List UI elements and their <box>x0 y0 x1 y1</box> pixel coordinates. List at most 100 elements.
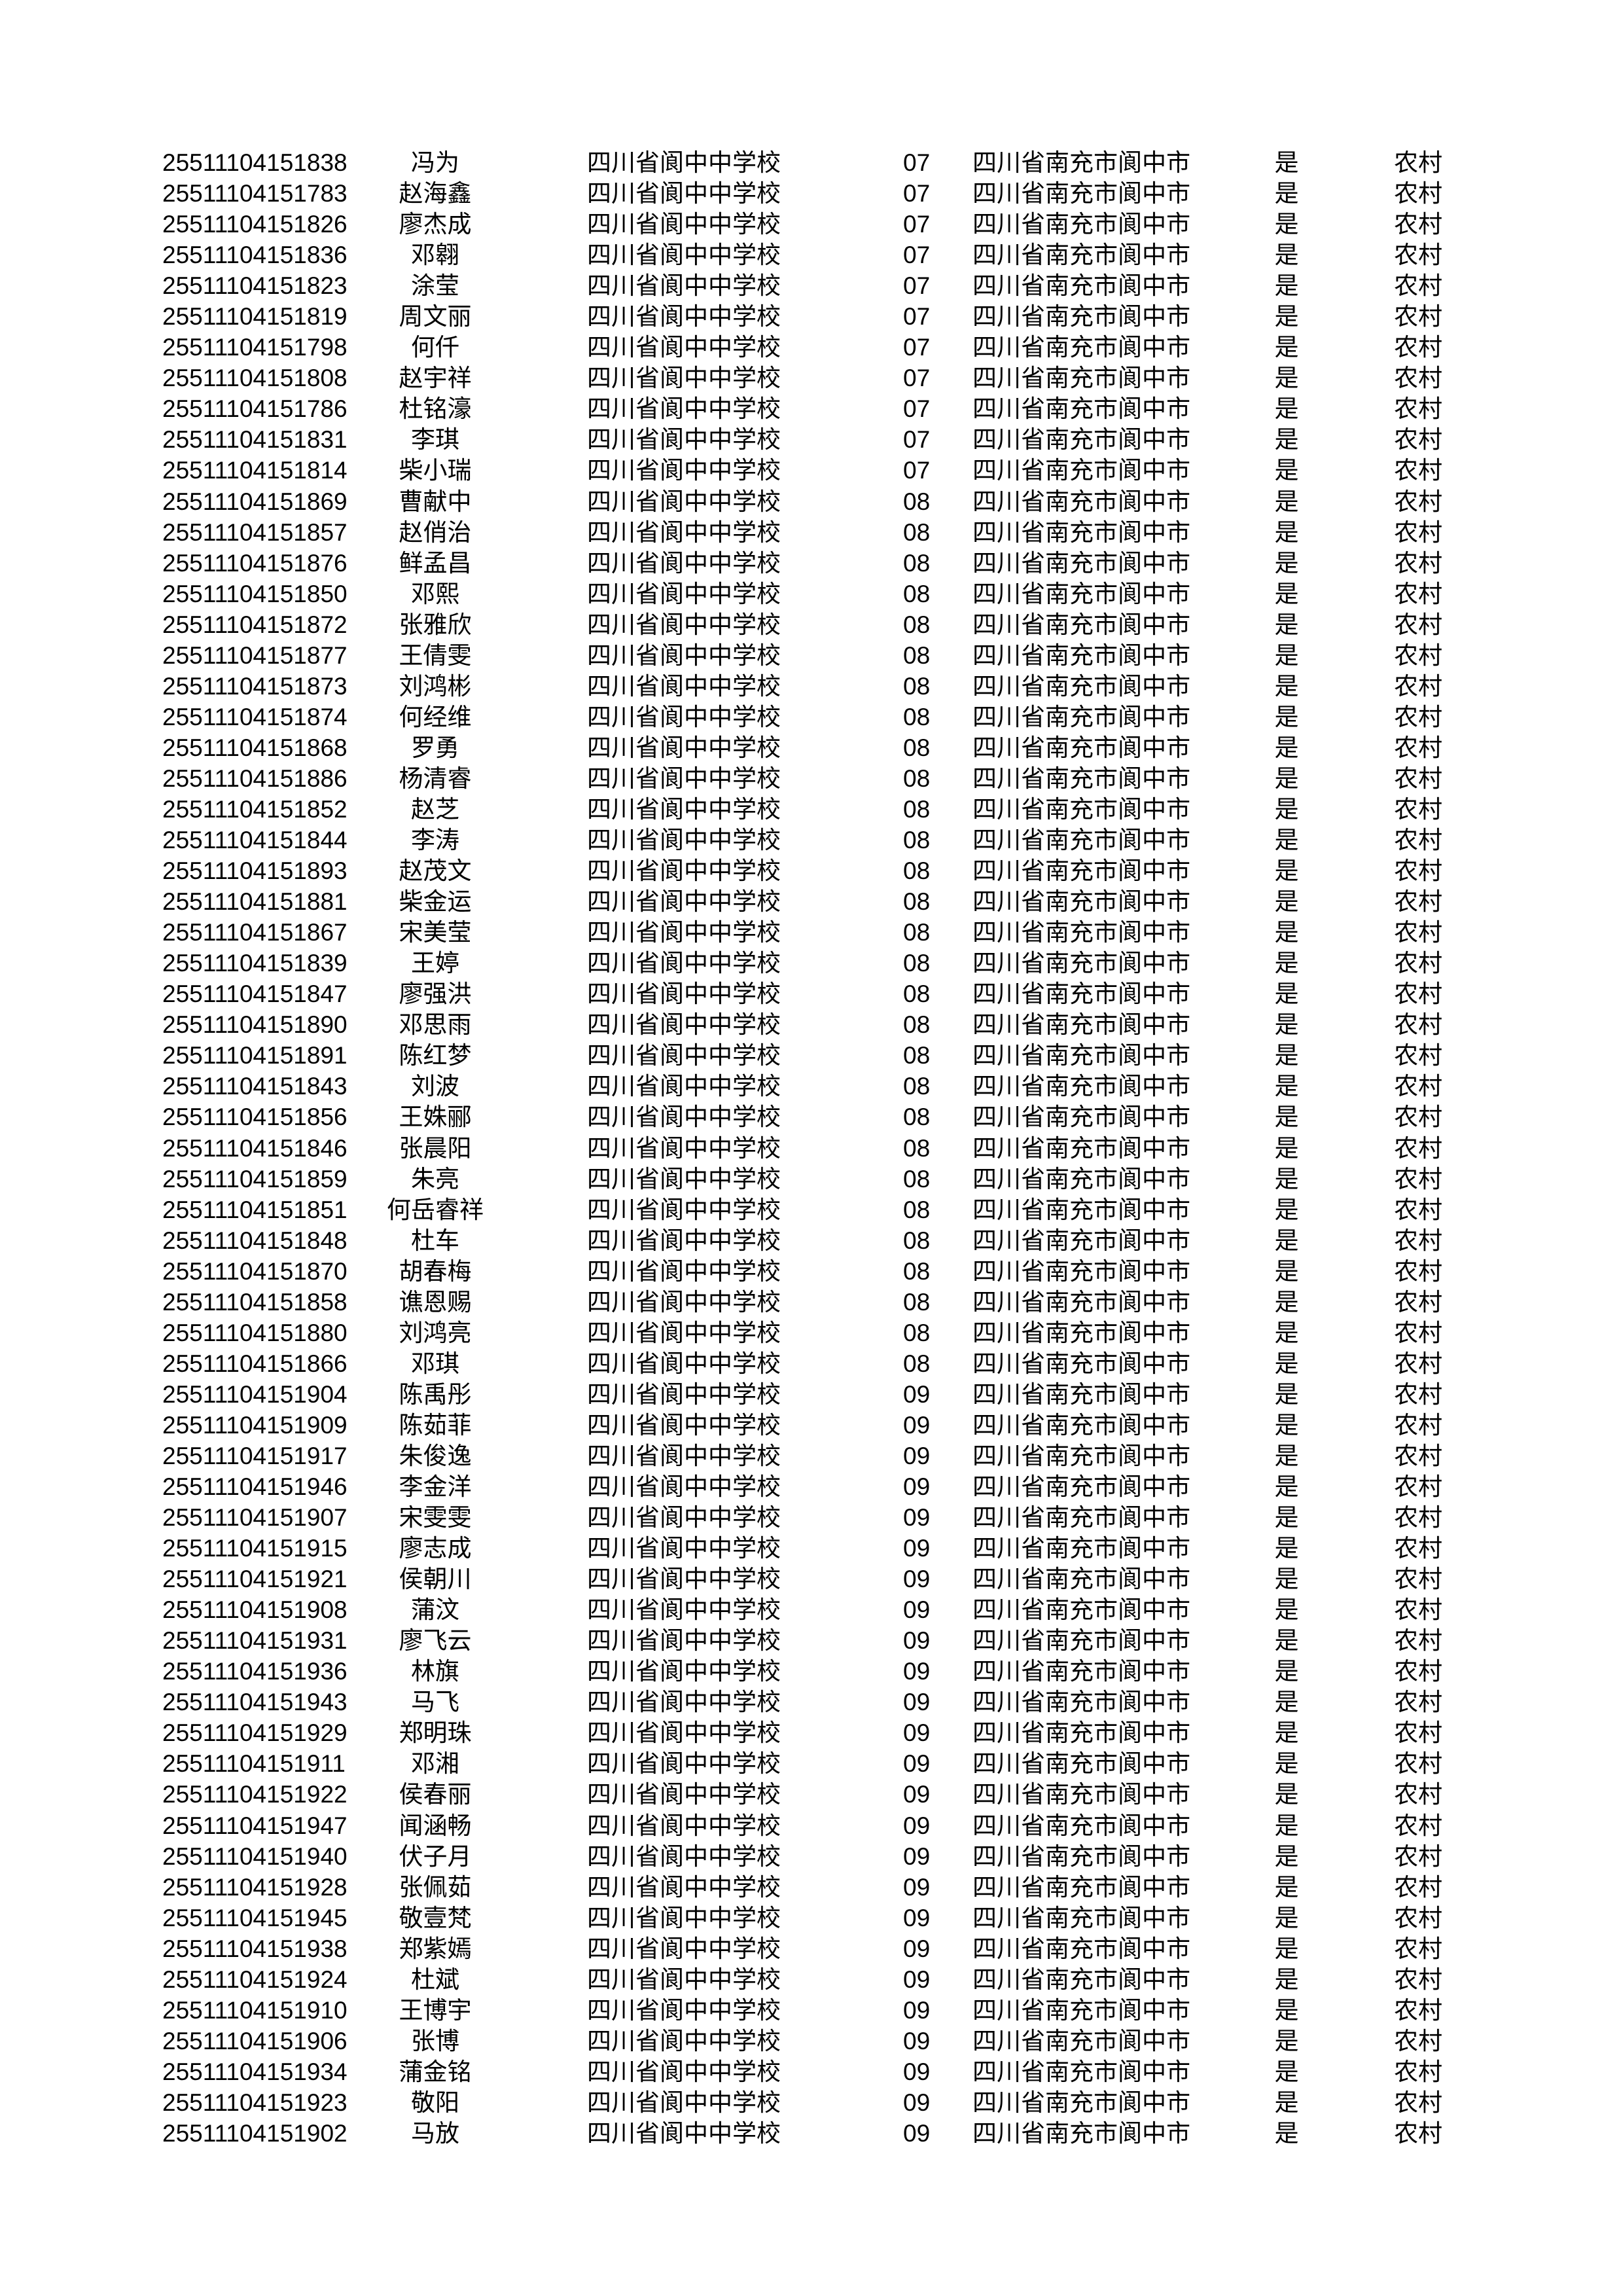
table-row: 25511104151872 张雅欣 四川省阆中中学校 08 四川省南充市阆中市 是 农村 <box>0 609 1623 640</box>
class-cell: 08 <box>903 1288 931 1316</box>
student-name-cell: 谯恩赐 <box>399 1288 472 1316</box>
region-cell: 四川省南充市阆中市 <box>972 764 1190 792</box>
area-cell: 农村 <box>1394 1134 1442 1162</box>
area-cell: 农村 <box>1394 242 1442 269</box>
area-cell: 农村 <box>1394 1442 1442 1469</box>
flag-cell: 是 <box>1274 1596 1299 1624</box>
school-cell: 四川省阆中中学校 <box>587 919 781 946</box>
table-row: 25511104151846 张晨阳 四川省阆中中学校 08 四川省南充市阆中市 是 农村 <box>0 1133 1623 1164</box>
table-row: 25511104151819 周文丽 四川省阆中中学校 07 四川省南充市阆中市 是 农村 <box>0 301 1623 332</box>
flag-cell: 是 <box>1274 1873 1299 1901</box>
student-name-cell: 邓思雨 <box>399 1011 472 1039</box>
flag-cell: 是 <box>1274 703 1299 730</box>
student-name-cell: 朱俊逸 <box>399 1442 472 1469</box>
school-cell: 四川省阆中中学校 <box>587 1535 781 1562</box>
student-id-cell: 25511104151843 <box>162 1073 348 1100</box>
flag-cell: 是 <box>1274 1473 1299 1501</box>
area-cell: 农村 <box>1394 672 1442 700</box>
area-cell: 农村 <box>1394 1750 1442 1778</box>
table-row: 25511104151852 赵芝 四川省阆中中学校 08 四川省南充市阆中市 是 农村 <box>0 794 1623 825</box>
student-name-cell: 刘波 <box>411 1073 459 1100</box>
student-name-cell: 敬阳 <box>411 2089 459 2116</box>
flag-cell: 是 <box>1274 2027 1299 2054</box>
region-cell: 四川省南充市阆中市 <box>972 1288 1190 1316</box>
school-cell: 四川省阆中中学校 <box>587 1904 781 1931</box>
student-id-cell: 25511104151859 <box>162 1165 348 1193</box>
class-cell: 09 <box>903 2027 931 2054</box>
area-cell: 农村 <box>1394 426 1442 454</box>
region-cell: 四川省南充市阆中市 <box>972 426 1190 454</box>
school-cell: 四川省阆中中学校 <box>587 1873 781 1901</box>
student-name-cell: 廖杰成 <box>399 211 472 238</box>
table-row: 25511104151850 邓熙 四川省阆中中学校 08 四川省南充市阆中市 是 农村 <box>0 579 1623 609</box>
area-cell: 农村 <box>1394 827 1442 854</box>
school-cell: 四川省阆中中学校 <box>587 734 781 761</box>
class-cell: 08 <box>903 672 931 700</box>
region-cell: 四川省南充市阆中市 <box>972 611 1190 638</box>
table-row: 25511104151876 鲜孟昌 四川省阆中中学校 08 四川省南充市阆中市 是 农村 <box>0 548 1623 579</box>
region-cell: 四川省南充市阆中市 <box>972 1473 1190 1501</box>
area-cell: 农村 <box>1394 888 1442 916</box>
school-cell: 四川省阆中中学校 <box>587 518 781 546</box>
student-name-cell: 蒲金铭 <box>399 2058 472 2085</box>
student-name-cell: 刘鸿亮 <box>399 1319 472 1346</box>
class-cell: 08 <box>903 827 931 854</box>
student-id-cell: 25511104151891 <box>162 1042 348 1069</box>
area-cell: 农村 <box>1394 1196 1442 1223</box>
school-cell: 四川省阆中中学校 <box>587 1689 781 1716</box>
student-id-cell: 25511104151838 <box>162 149 348 176</box>
table-row: 25511104151904 陈禹彤 四川省阆中中学校 09 四川省南充市阆中市 是 农村 <box>0 1379 1623 1410</box>
flag-cell: 是 <box>1274 1658 1299 1685</box>
student-name-cell: 周文丽 <box>399 303 472 331</box>
table-row: 25511104151873 刘鸿彬 四川省阆中中学校 08 四川省南充市阆中市 是 农村 <box>0 671 1623 702</box>
region-cell: 四川省南充市阆中市 <box>972 950 1190 977</box>
area-cell: 农村 <box>1394 303 1442 331</box>
student-id-cell: 25511104151886 <box>162 764 348 792</box>
student-id-cell: 25511104151831 <box>162 426 348 454</box>
region-cell: 四川省南充市阆中市 <box>972 1566 1190 1593</box>
class-cell: 09 <box>903 1904 931 1931</box>
table-row: 25511104151808 赵宇祥 四川省阆中中学校 07 四川省南充市阆中市 是 农村 <box>0 363 1623 393</box>
school-cell: 四川省阆中中学校 <box>587 180 781 207</box>
area-cell: 农村 <box>1394 1288 1442 1316</box>
flag-cell: 是 <box>1274 857 1299 885</box>
student-id-cell: 25511104151931 <box>162 1627 348 1655</box>
school-cell: 四川省阆中中学校 <box>587 1196 781 1223</box>
student-id-cell: 25511104151870 <box>162 1257 348 1285</box>
class-cell: 09 <box>903 1750 931 1778</box>
school-cell: 四川省阆中中学校 <box>587 1042 781 1069</box>
student-name-cell: 杨清睿 <box>399 764 472 792</box>
area-cell: 农村 <box>1394 1935 1442 1962</box>
area-cell: 农村 <box>1394 549 1442 577</box>
area-cell: 农村 <box>1394 1319 1442 1346</box>
flag-cell: 是 <box>1274 1165 1299 1193</box>
class-cell: 08 <box>903 950 931 977</box>
student-name-cell: 胡春梅 <box>399 1257 472 1285</box>
region-cell: 四川省南充市阆中市 <box>972 180 1190 207</box>
class-cell: 07 <box>903 180 931 207</box>
class-cell: 08 <box>903 488 931 515</box>
school-cell: 四川省阆中中学校 <box>587 549 781 577</box>
school-cell: 四川省阆中中学校 <box>587 641 781 669</box>
student-id-cell: 25511104151910 <box>162 1996 348 2024</box>
flag-cell: 是 <box>1274 488 1299 515</box>
class-cell: 09 <box>903 1380 931 1408</box>
class-cell: 07 <box>903 303 931 331</box>
class-cell: 09 <box>903 2058 931 2085</box>
region-cell: 四川省南充市阆中市 <box>972 549 1190 577</box>
student-id-cell: 25511104151915 <box>162 1535 348 1562</box>
class-cell: 09 <box>903 1842 931 1870</box>
area-cell: 农村 <box>1394 518 1442 546</box>
student-id-cell: 25511104151808 <box>162 365 348 392</box>
student-name-cell: 刘鸿彬 <box>399 672 472 700</box>
table-row: 25511104151886 杨清睿 四川省阆中中学校 08 四川省南充市阆中市 是 农村 <box>0 763 1623 794</box>
flag-cell: 是 <box>1274 1627 1299 1655</box>
table-row: 25511104151906 张博 四川省阆中中学校 09 四川省南充市阆中市 是 农村 <box>0 2026 1623 2056</box>
area-cell: 农村 <box>1394 2120 1442 2147</box>
school-cell: 四川省阆中中学校 <box>587 1134 781 1162</box>
area-cell: 农村 <box>1394 1842 1442 1870</box>
class-cell: 09 <box>903 1873 931 1901</box>
student-id-cell: 25511104151907 <box>162 1504 348 1532</box>
student-id-cell: 25511104151940 <box>162 1842 348 1870</box>
school-cell: 四川省阆中中学校 <box>587 611 781 638</box>
